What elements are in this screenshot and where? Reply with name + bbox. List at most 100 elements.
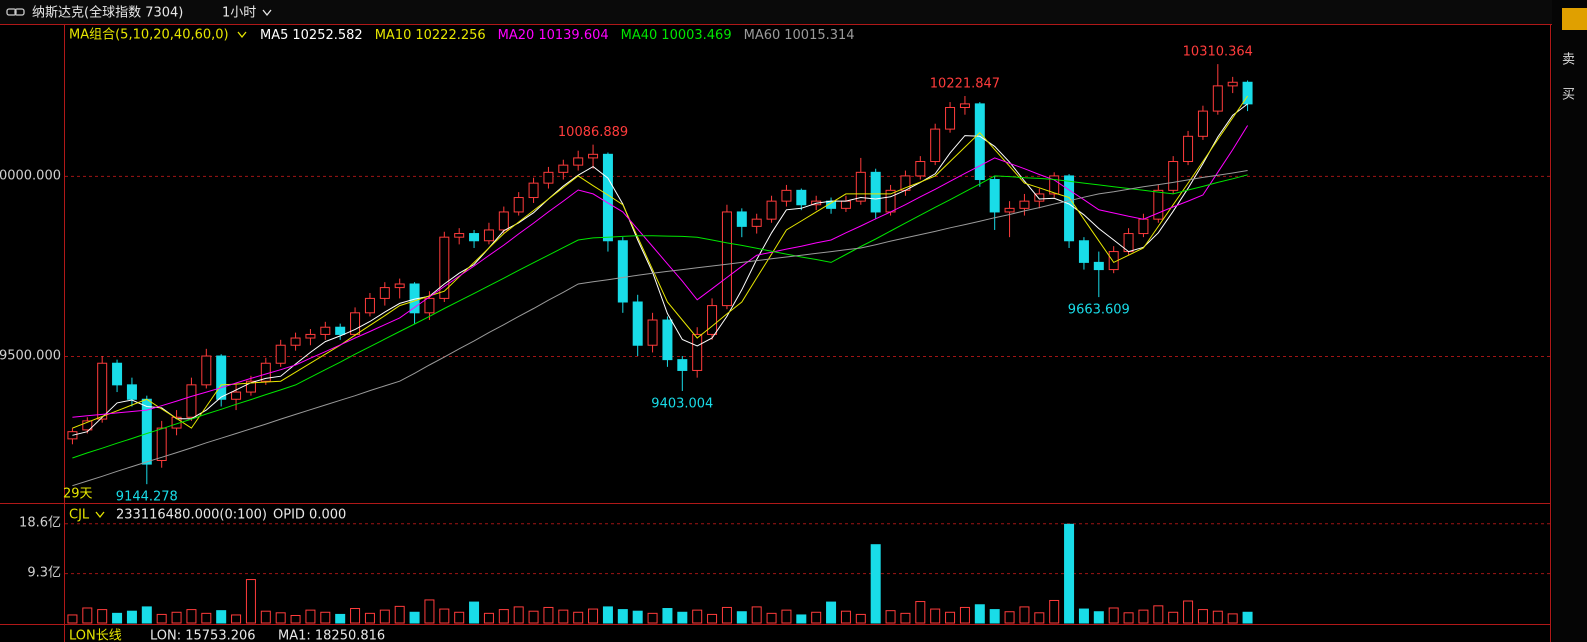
- candle-body: [335, 326, 346, 335]
- candle-body: [662, 319, 673, 361]
- ma-legend-value: 10003.469: [661, 28, 731, 43]
- volume-bar: [454, 611, 465, 624]
- volume-bar: [156, 613, 167, 624]
- instrument-title: 纳斯达克(全球指数 7304): [32, 5, 183, 21]
- volume-bar: [1093, 611, 1104, 624]
- ma-chevron[interactable]: [237, 31, 247, 39]
- volume-bar: [216, 610, 227, 624]
- lower-readout: LON: 15753.206: [150, 629, 256, 642]
- volume-bar: [751, 606, 762, 624]
- volume-indicator[interactable]: CJL: [69, 508, 90, 523]
- volume-bar: [1108, 607, 1119, 624]
- ma-legend-value: 10222.256: [415, 28, 485, 43]
- volume-bar: [707, 613, 718, 624]
- annotation: 29天: [63, 487, 93, 502]
- volume-bar: [1197, 609, 1208, 624]
- high-label: 10310.364: [1183, 45, 1253, 60]
- candle-body: [840, 200, 851, 209]
- period-selector[interactable]: 1小时: [222, 6, 256, 21]
- candle-body: [543, 171, 554, 184]
- volume-bar: [558, 609, 569, 624]
- candle-body: [736, 211, 747, 227]
- candle-body: [647, 319, 658, 346]
- volume-bar: [617, 609, 628, 624]
- candle-body: [439, 236, 450, 299]
- candle-body: [1093, 261, 1104, 271]
- y-tick-label: 9.3亿: [27, 566, 61, 581]
- lower-readout: MA1: 18250.816: [278, 629, 385, 642]
- candle-body: [1138, 218, 1149, 235]
- volume-bar: [602, 606, 613, 624]
- candle-body: [1049, 175, 1060, 195]
- volume-bar: [900, 612, 911, 624]
- volume-bar: [781, 609, 792, 624]
- volume-bar: [305, 609, 316, 624]
- volume-chevron[interactable]: [95, 511, 105, 519]
- ma-header[interactable]: MA组合(5,10,20,40,60,0): [69, 28, 229, 43]
- volume-bar: [528, 610, 539, 624]
- sidebar-buy[interactable]: 买: [1562, 88, 1575, 103]
- volume-bar: [245, 579, 256, 624]
- volume-bar: [260, 610, 271, 624]
- volume-bar: [974, 604, 985, 624]
- candle-body: [97, 362, 108, 420]
- ma-legend-name: MA20: [498, 28, 535, 43]
- volume-readout: 233116480.000(0:100): [116, 508, 267, 523]
- candle-body: [350, 312, 361, 335]
- volume-bar: [424, 599, 435, 624]
- ma-legend-name: MA40: [621, 28, 658, 43]
- volume-bar: [692, 609, 703, 624]
- volume-bar: [721, 606, 732, 624]
- sidebar-sell[interactable]: 卖: [1562, 53, 1575, 68]
- candle-body: [216, 355, 227, 400]
- high-label: 10221.847: [930, 77, 1000, 92]
- period-chevron[interactable]: [262, 9, 272, 17]
- candle-body: [1183, 135, 1194, 163]
- volume-bar: [885, 610, 896, 624]
- candle-body: [855, 171, 866, 202]
- candle-body: [692, 333, 703, 371]
- volume-bar: [1004, 611, 1015, 624]
- sidebar-tab[interactable]: [1562, 8, 1587, 30]
- volume-bar: [959, 606, 970, 624]
- candle-body: [290, 337, 301, 346]
- volume-bar: [498, 609, 509, 624]
- volume-bar: [1183, 600, 1194, 624]
- candle-body: [424, 297, 435, 314]
- ma-legend-value: 10139.604: [538, 28, 608, 43]
- volume-bar: [766, 612, 777, 624]
- volume-bar: [513, 606, 524, 624]
- volume-bar: [171, 611, 182, 624]
- volume-bar: [736, 611, 747, 624]
- panel-frame: [0, 24, 1552, 642]
- volume-bar: [97, 609, 108, 624]
- volume-bar: [409, 611, 420, 624]
- lower-indicator[interactable]: LON长线: [69, 629, 122, 642]
- candle-body: [245, 380, 256, 393]
- candle-body: [707, 305, 718, 335]
- volume-bar: [647, 612, 658, 624]
- volume-bar: [543, 606, 554, 624]
- y-tick-label: 9500.000: [0, 349, 61, 364]
- volume-bar: [469, 601, 480, 624]
- candle-body: [558, 164, 569, 173]
- candle-body: [573, 157, 584, 166]
- candle-body: [320, 326, 331, 335]
- ma-legend: MA60 10015.314: [744, 28, 855, 43]
- ma-legend: MA20 10139.604: [498, 28, 609, 43]
- ma-legend: MA10 10222.256: [375, 28, 486, 43]
- candle-body: [1019, 200, 1030, 209]
- volume-bar: [1034, 612, 1045, 624]
- volume-bar: [483, 612, 494, 624]
- candle-body: [766, 200, 777, 220]
- candle-body: [231, 391, 242, 400]
- candle-body: [201, 355, 212, 386]
- candle-body: [82, 420, 93, 431]
- volume-bar: [1064, 523, 1075, 624]
- volume-bar: [141, 606, 152, 624]
- volume-bar: [394, 605, 405, 624]
- candle-body: [989, 179, 1000, 213]
- candle-body: [1168, 161, 1179, 191]
